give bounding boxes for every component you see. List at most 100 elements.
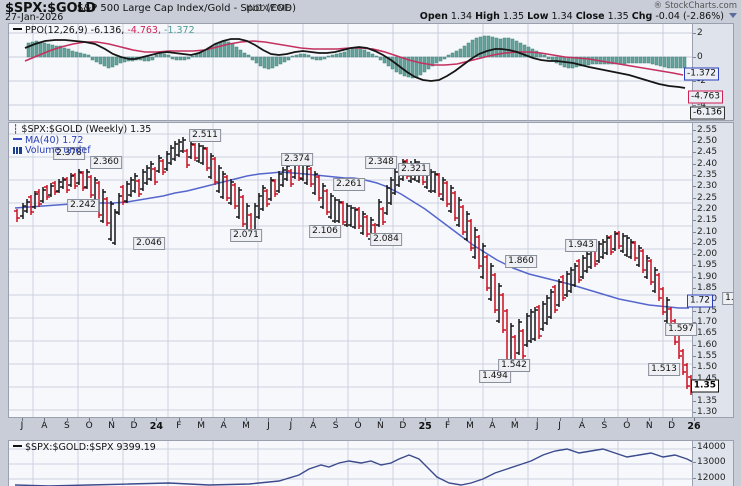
ppo-ytick-neg4: -4	[697, 100, 706, 110]
price-annotation: 1.494	[479, 370, 511, 383]
price-annotation: 1.860	[505, 255, 537, 268]
ppo-legend-name: PPO(12,26,9)	[25, 25, 88, 36]
price-annotation: 1.943	[565, 239, 597, 252]
x-axis-label: F	[176, 421, 182, 431]
chevron-down-icon[interactable]	[729, 13, 737, 18]
chart-header: $SPX:$GOLD S&P 500 Large Cap Index/Gold …	[0, 0, 741, 23]
price-ytick: 2.15	[697, 215, 718, 226]
price-legend-series-line: ┆ $SPX:$GOLD (Weekly) 1.35	[13, 124, 152, 136]
price-annotation: 2.374	[281, 153, 313, 166]
ma40-line	[14, 171, 689, 309]
price-ytick: 2.20	[697, 203, 718, 214]
ppo-indicator-pane: PPO(12,26,9) -6.136, -4.763, -1.372 2 0 …	[8, 23, 734, 121]
x-axis-label: O	[623, 421, 631, 431]
x-axis-label: S	[601, 421, 608, 431]
ohlc-quote-bar: Open 1.34 High 1.35 Low 1.34 Close 1.35 …	[420, 11, 737, 22]
x-axis-label: J	[289, 421, 293, 431]
x-axis-label: J	[20, 421, 24, 431]
price-ytick: 1.75	[697, 305, 718, 316]
ppo-grid-horizontal	[9, 32, 695, 106]
x-axis-label: S	[63, 421, 70, 431]
quote-date: 27-Jan-2026	[5, 12, 64, 23]
x-axis-label: A	[310, 421, 317, 431]
price-ytick: 2.40	[697, 158, 718, 169]
price-ytick: 2.35	[697, 170, 718, 180]
ratio-grid-horizontal	[9, 448, 695, 480]
symbol-description: S&P 500 Large Cap Index/Gold - Spot (EOD…	[77, 3, 297, 14]
price-plot-area	[9, 123, 695, 417]
ppo-legend-line: PPO(12,26,9) -6.136, -4.763, -1.372	[13, 25, 195, 37]
ohlc-bars	[14, 137, 694, 395]
ppo-ytick-2: 2	[697, 28, 703, 38]
x-axis-label: F	[445, 421, 451, 431]
symbol-title: $SPX:$GOLD	[5, 1, 96, 16]
price-ytick: 1.95	[697, 260, 718, 271]
price-annotation: 2.511	[189, 129, 221, 142]
x-axis-label: A	[220, 421, 227, 431]
ppo-line-value-flag: -6.136	[689, 106, 725, 120]
x-axis-label: O	[85, 421, 93, 431]
ppo-legend-v2: -4.763	[127, 25, 158, 36]
price-ytick: 1.50	[697, 362, 718, 373]
price-annotation: 2.261	[333, 178, 365, 191]
ppo-legend-v3: -1.372	[164, 25, 195, 36]
price-legend-volume-line: Volume undef	[13, 145, 151, 157]
price-annotation: 1.597	[665, 323, 697, 336]
price-ytick: 1.55	[697, 350, 718, 361]
price-ytick: 2.05	[697, 237, 718, 248]
symbol-exchange: INDX/CME	[246, 4, 292, 14]
stockcharts-watermark: ® StockCharts.com	[653, 1, 737, 11]
price-ytick: 2.00	[697, 249, 718, 260]
high-label: High	[475, 11, 500, 22]
x-axis-label: J	[558, 421, 561, 431]
ratio-line	[14, 448, 695, 486]
open-value: 1.34	[450, 11, 473, 22]
ratio-legend: $SPX:$GOLD:$SPX 9399.19	[13, 442, 156, 454]
price-grid-horizontal	[9, 133, 695, 411]
price-ytick: 1.35	[697, 396, 718, 407]
ppo-legend-v1: -6.136	[90, 25, 122, 36]
price-ytick: 2.30	[697, 181, 718, 192]
ppo-plot-area	[9, 24, 695, 120]
ppo-signal-value-flag: -4.763	[687, 90, 723, 104]
price-ytick: 1.90	[697, 271, 718, 282]
ratio-legend-line: $SPX:$GOLD:$SPX 9399.19	[13, 442, 156, 454]
price-legend-volume: Volume undef	[25, 145, 91, 156]
price-grid-vertical	[32, 123, 664, 417]
ratio-ytick: 13000	[697, 457, 726, 468]
low-label: Low	[527, 11, 549, 22]
price-legend: ┆ $SPX:$GOLD (Weekly) 1.35 MA(40) 1.72 Vo…	[13, 124, 152, 157]
x-axis-label: D	[668, 421, 676, 431]
chg-label: Chg	[631, 11, 653, 22]
x-axis: J A S O N D 24 F M A M J J A S O N D 25 F M A M J J A S O N D 26	[8, 418, 734, 438]
x-axis-label: N	[377, 421, 384, 431]
ratio-legend-label: $SPX:$GOLD:$SPX 9399.19	[25, 442, 156, 453]
price-ytick: 2.10	[697, 226, 718, 237]
price-ytick: 2.55	[697, 124, 718, 135]
ma-line-swatch-icon	[13, 137, 22, 140]
x-axis-label: O	[354, 421, 362, 431]
high-value: 1.35	[502, 11, 525, 22]
ppo-grid-vertical	[32, 24, 664, 120]
price-ytick: 2.45	[697, 147, 718, 158]
price-ytick: 1.85	[697, 283, 718, 294]
x-axis-label: J	[267, 421, 270, 431]
x-axis-label: M	[197, 421, 206, 431]
last-price-flag: 1.35	[690, 379, 719, 393]
x-axis-label: A	[578, 421, 586, 431]
x-axis-label: S	[332, 421, 339, 431]
price-ytick: 1.30	[697, 407, 718, 418]
price-annotation: 1.542	[498, 359, 530, 372]
x-axis-label: A	[489, 421, 496, 431]
close-value: 1.35	[607, 11, 629, 22]
ppo-ytick-neg2: -2	[697, 76, 706, 86]
price-ytick: 1.60	[697, 339, 718, 350]
ma-value-flag: 1.72	[686, 294, 713, 308]
price-annotation: 2.378	[53, 147, 85, 160]
x-axis-label: 25	[418, 421, 432, 432]
price-annotation: 2.321	[398, 163, 430, 176]
price-y-axis: 2.55 2.50 2.45 2.40 2.35 2.30 2.25 2.20 2.15 2.10…	[692, 123, 733, 417]
x-axis-label: M	[510, 421, 519, 431]
ohlc-bars-up	[20, 137, 670, 367]
price-legend-series: $SPX:$GOLD (Weekly) 1.35	[21, 124, 152, 135]
